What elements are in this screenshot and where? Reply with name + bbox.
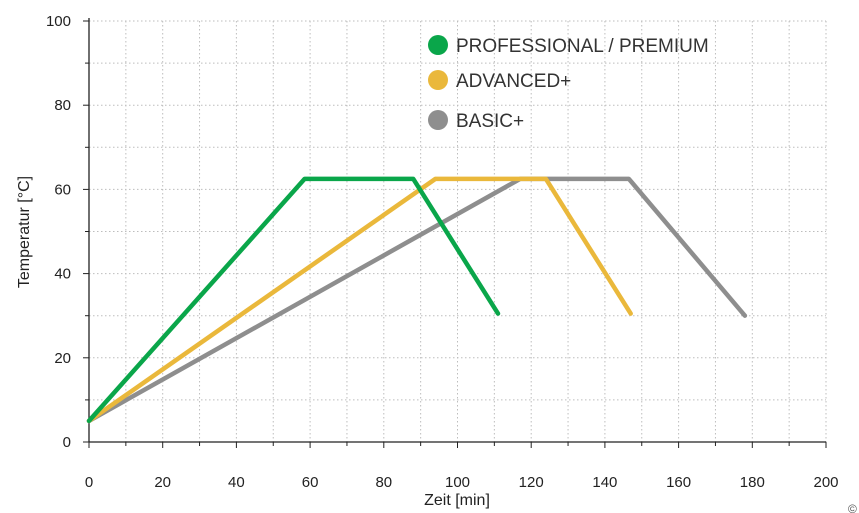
x-tick-label: 80 (375, 474, 392, 491)
x-tick-label: 200 (813, 474, 838, 491)
y-tick-label: 40 (54, 266, 71, 283)
series-line (86, 176, 748, 424)
x-tick-label: 140 (592, 474, 617, 491)
series-lines (86, 176, 748, 424)
axes: 0 20 40 60 80 100 120 140 160 180 200 0 20 40 60 80 100 (46, 13, 839, 491)
y-axis-title: Temperatur [°C] (16, 176, 33, 288)
x-tick-label: 60 (302, 474, 319, 491)
y-tick-label: 100 (46, 13, 71, 30)
series-line (86, 176, 633, 424)
x-tick-label: 120 (519, 474, 544, 491)
legend-label: PROFESSIONAL / PREMIUM (456, 36, 709, 57)
x-tick-label: 160 (666, 474, 691, 491)
x-tick-label: 40 (228, 474, 245, 491)
y-tick-label: 80 (54, 97, 71, 114)
legend-marker (428, 70, 448, 90)
x-tick-label: 100 (445, 474, 470, 491)
x-tick-label: 0 (85, 474, 93, 491)
y-tick-label: 20 (54, 350, 71, 367)
x-tick-label: 20 (154, 474, 171, 491)
legend-label: ADVANCED+ (456, 71, 571, 92)
corner-mark-text: © (848, 502, 857, 513)
legend-marker (428, 110, 448, 130)
y-tick-label: 60 (54, 181, 71, 198)
x-tick-label: 180 (740, 474, 765, 491)
legend: PROFESSIONAL / PREMIUM ADVANCED+ BASIC+ (428, 35, 709, 132)
x-axis-title: Zeit [min] (424, 492, 490, 509)
series-line (86, 176, 501, 424)
legend-marker (428, 35, 448, 55)
y-tick-label: 0 (63, 434, 71, 451)
grid (89, 20, 827, 442)
legend-label: BASIC+ (456, 111, 524, 132)
